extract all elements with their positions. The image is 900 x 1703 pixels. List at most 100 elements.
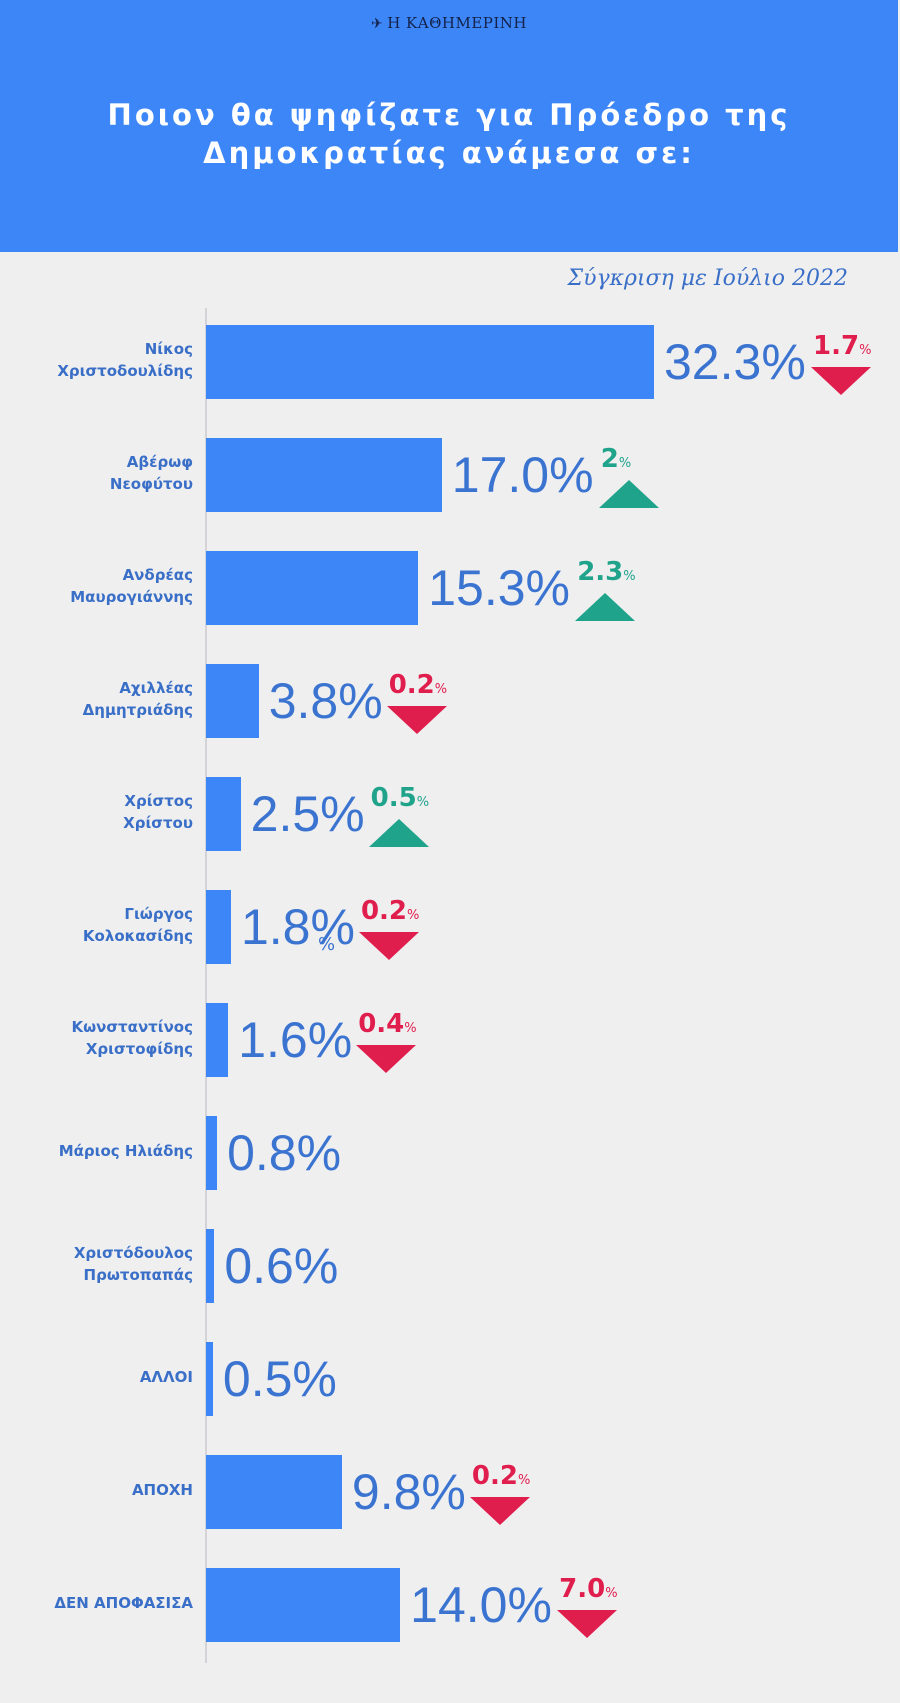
category-label: Κωνσταντίνος Χριστοφίδης xyxy=(10,1016,194,1060)
bar-value-label: 15.3% xyxy=(428,560,570,616)
category-axis-line xyxy=(205,308,207,1663)
bar xyxy=(206,1455,342,1529)
category-label: Αβέρωφ Νεοφύτου xyxy=(10,451,193,495)
triangle-down-icon xyxy=(469,1497,530,1525)
category-label: Ανδρέας Μαυρογιάννης xyxy=(10,564,193,608)
category-label-line: Αβέρωφ xyxy=(126,453,193,471)
change-percent-sign: % xyxy=(517,1473,531,1488)
category-label-line: Γιώργος xyxy=(124,905,193,923)
change-percent-sign: % xyxy=(859,343,872,358)
bar xyxy=(206,1003,229,1077)
triangle-down-icon xyxy=(557,1610,618,1638)
category-label: Αχιλλέας Δημητριάδης xyxy=(10,677,193,721)
change-value: 7.0 xyxy=(559,1574,606,1604)
category-label-line: Χρίστος xyxy=(124,792,193,810)
change-value: 1.7 xyxy=(813,331,860,361)
change-percent-sign: % xyxy=(623,569,636,584)
category-label-line: ΔΕΝ ΑΠΟΦΑΣΙΣΑ xyxy=(54,1594,193,1612)
change-decrease-label: 0.2% xyxy=(361,896,419,931)
bar xyxy=(206,777,241,851)
change-decrease-label: 7.0% xyxy=(559,1574,617,1609)
brand-mark-icon: ✈ xyxy=(370,16,384,32)
change-value: 2 xyxy=(600,444,619,474)
triangle-down-icon xyxy=(386,706,447,734)
category-label: Νίκος Χριστοδουλίδης xyxy=(10,338,193,382)
bar-value-label: 0.8% xyxy=(227,1125,342,1181)
stray-percent-mark: % xyxy=(318,934,336,955)
bar xyxy=(206,438,442,512)
change-value: 0.2 xyxy=(360,896,408,926)
category-label-line: Αχιλλέας xyxy=(119,679,193,697)
bar-value-label: 1.6% xyxy=(238,1012,353,1068)
bar-value-label: 32.3% xyxy=(664,334,806,390)
chart-title-line-1: Ποιον θα ψηφίζατε για Πρόεδρο της xyxy=(107,98,791,132)
category-label-line: Κωνσταντίνος xyxy=(71,1018,194,1036)
bar-value-label: 9.8% xyxy=(351,1464,466,1520)
bar-value-label: 14.0% xyxy=(410,1577,552,1633)
triangle-down-icon xyxy=(356,1045,417,1073)
change-value: 0.2 xyxy=(388,670,435,700)
category-label: ΑΛΛΟΙ xyxy=(10,1366,193,1388)
category-label: Χρίστος Χρίστου xyxy=(10,790,193,834)
category-label-line: Μάριος Ηλιάδης xyxy=(58,1142,193,1160)
bar-value-label: 1.8% xyxy=(240,899,355,955)
triangle-down-icon xyxy=(811,367,871,395)
change-value: 2.3 xyxy=(577,557,624,587)
bar-value-label: 2.5% xyxy=(250,786,365,842)
change-decrease-label: 0.2% xyxy=(472,1461,530,1496)
category-label-line: Ανδρέας xyxy=(122,566,193,584)
category-label-line: Κολοκασίδης xyxy=(82,927,193,945)
bar-value-label: 0.5% xyxy=(222,1351,337,1407)
brand-name: Η ΚΑΘΗΜΕΡΙΝΗ xyxy=(387,14,528,32)
category-label-line: Χρίστου xyxy=(123,814,193,832)
category-label-line: Πρωτοπαπάς xyxy=(83,1266,193,1284)
header-banner: ✈ Η ΚΑΘΗΜΕΡΙΝΗ Ποιον θα ψηφίζατε για Πρόε… xyxy=(0,0,898,252)
change-decrease-label: 0.2% xyxy=(389,670,447,705)
triangle-up-icon xyxy=(368,819,429,847)
chart-title-line-2: Δημοκρατίας ανάμεσα σε: xyxy=(203,136,695,170)
bar xyxy=(206,664,259,738)
change-percent-sign: % xyxy=(416,795,430,810)
change-value: 0.2 xyxy=(471,1461,518,1491)
category-label: Μάριος Ηλιάδης xyxy=(10,1140,193,1162)
bar xyxy=(206,1568,401,1642)
chart-title: Ποιον θα ψηφίζατε για Πρόεδρο της Δημοκρ… xyxy=(30,96,868,172)
bar-value-label: 0.6% xyxy=(224,1238,339,1294)
category-label-line: Νίκος xyxy=(144,340,193,358)
comparison-note: Σύγκριση με Ιούλιο 2022 xyxy=(567,266,848,291)
category-label: Γιώργος Κολοκασίδης xyxy=(10,903,193,947)
triangle-up-icon xyxy=(575,593,636,621)
category-label-line: Χριστοδουλίδης xyxy=(57,362,193,380)
category-label: ΑΠΟΧΗ xyxy=(10,1479,193,1501)
bar xyxy=(206,325,654,399)
triangle-down-icon xyxy=(358,932,419,960)
category-label: ΔΕΝ ΑΠΟΦΑΣΙΣΑ xyxy=(10,1592,193,1614)
triangle-up-icon xyxy=(598,480,659,508)
change-increase-label: 2% xyxy=(601,444,631,479)
change-percent-sign: % xyxy=(605,1586,618,1601)
change-decrease-label: 0.4% xyxy=(358,1009,416,1044)
bar xyxy=(206,890,231,964)
category-label-line: ΑΛΛΟΙ xyxy=(139,1368,193,1386)
change-value: 0.4 xyxy=(358,1009,405,1039)
bar xyxy=(206,1342,213,1416)
bar xyxy=(206,551,419,625)
change-increase-label: 2.3% xyxy=(577,557,635,592)
change-value: 0.5 xyxy=(370,783,417,813)
change-percent-sign: % xyxy=(618,456,632,471)
change-decrease-label: 1.7% xyxy=(813,331,871,366)
category-label-line: ΑΠΟΧΗ xyxy=(131,1481,193,1499)
change-percent-sign: % xyxy=(407,908,420,923)
category-label-line: Χριστοφίδης xyxy=(85,1040,193,1058)
category-label-line: Μαυρογιάννης xyxy=(70,588,193,606)
bar xyxy=(206,1116,218,1190)
bar-value-label: 17.0% xyxy=(451,447,594,503)
category-label-line: Νεοφύτου xyxy=(109,475,193,493)
bar xyxy=(206,1229,215,1303)
bar-value-label: 3.8% xyxy=(268,673,383,729)
change-percent-sign: % xyxy=(434,682,448,697)
category-label-line: Δημητριάδης xyxy=(82,701,193,719)
category-label: Χριστόδουλος Πρωτοπαπάς xyxy=(10,1242,193,1286)
change-percent-sign: % xyxy=(404,1021,417,1036)
